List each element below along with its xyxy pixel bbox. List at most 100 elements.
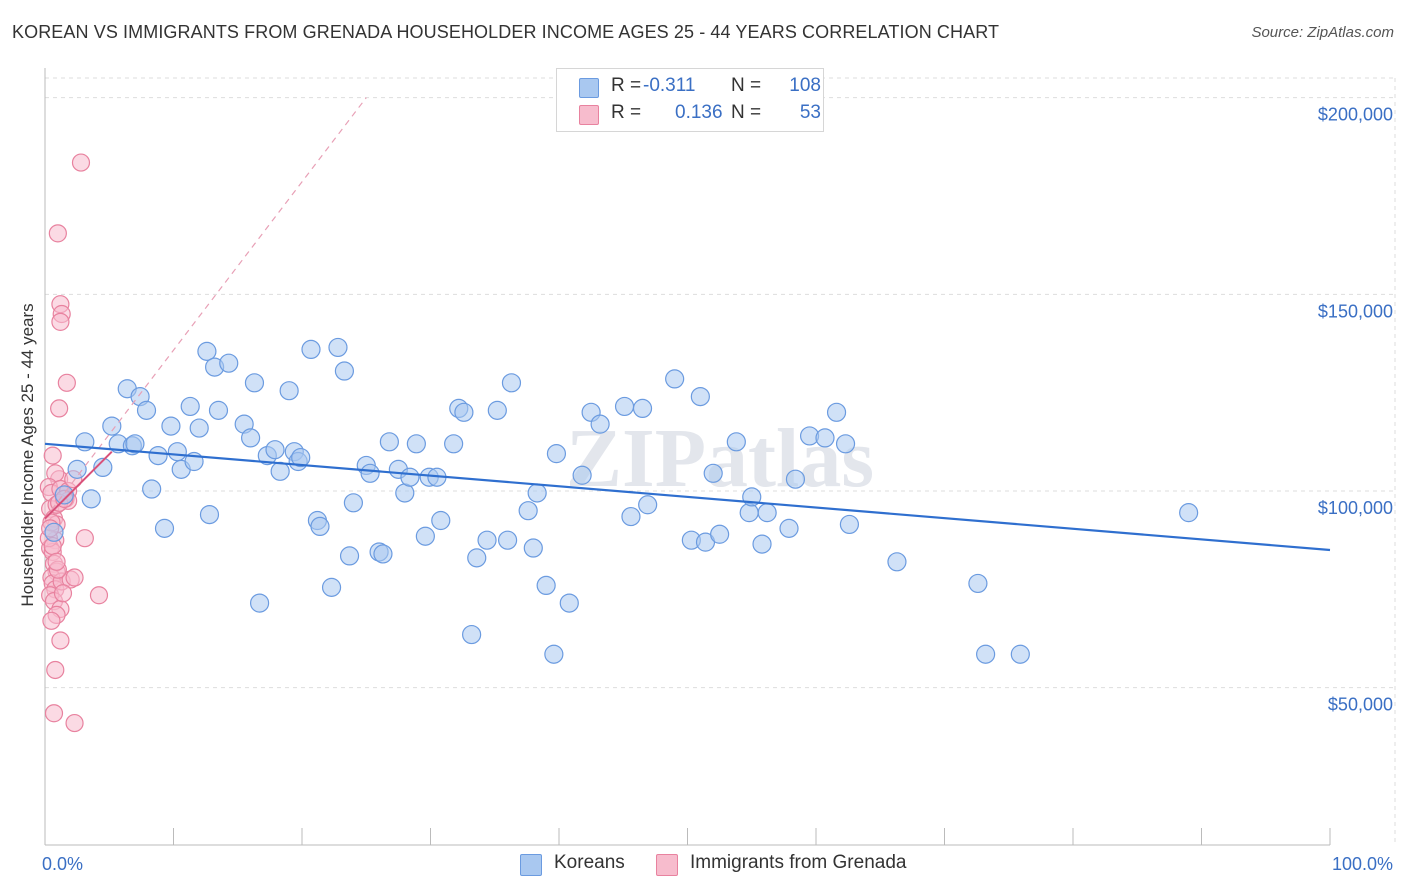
watermark: ZIPatlas <box>566 412 874 505</box>
koreans-legend-label: Koreans <box>554 852 625 873</box>
korean-point <box>498 530 518 550</box>
r-value: 0.136 <box>675 102 723 123</box>
grenada-points <box>39 153 109 733</box>
korean-point <box>621 506 641 527</box>
korean-point <box>968 573 988 594</box>
korean-point <box>779 518 799 538</box>
korean-point <box>544 644 564 664</box>
n-value: 53 <box>799 102 821 123</box>
korean-point <box>703 463 723 483</box>
korean-point <box>321 577 342 597</box>
grenada-point <box>53 584 73 603</box>
korean-point <box>241 428 261 448</box>
korean-point <box>197 341 217 361</box>
grenada-trend-extension <box>44 97 367 519</box>
grenada-point <box>50 399 69 418</box>
korean-point <box>334 361 355 381</box>
correlation-legend: R = -0.311 N = 108 R = 0.136 N = 53 <box>556 68 824 132</box>
korean-point <box>161 416 181 436</box>
korean-point <box>148 446 168 466</box>
koreans-legend-swatch <box>520 854 542 876</box>
grenada-legend-swatch <box>656 854 678 876</box>
korean-point <box>665 369 685 389</box>
korean-point <box>379 432 399 452</box>
korean-point <box>208 400 229 420</box>
grenada-point <box>71 153 91 172</box>
korean-point <box>590 414 610 434</box>
korean-point <box>136 400 157 420</box>
korean-point <box>142 479 162 499</box>
korean-point <box>279 381 299 401</box>
korean-point <box>270 461 290 481</box>
y-tick-label: $100,000 <box>1318 498 1393 518</box>
korean-point <box>501 373 522 393</box>
korean-point <box>343 493 363 513</box>
korean-point <box>373 544 393 564</box>
korean-point <box>614 396 635 417</box>
grenada-point <box>46 660 65 680</box>
korean-point <box>572 465 592 485</box>
x-tick-labels: 0.0% 100.0% <box>42 854 1393 874</box>
korean-point <box>167 442 187 462</box>
grenada-point <box>47 552 66 571</box>
korean-point <box>839 514 860 535</box>
korean-point <box>67 459 87 479</box>
korean-point <box>536 575 556 596</box>
korean-point <box>710 524 730 544</box>
korean-point <box>527 483 547 503</box>
x-tick-label: 100.0% <box>1332 854 1393 874</box>
korean-point <box>265 440 285 460</box>
korean-point <box>444 434 464 454</box>
korean-point <box>360 463 380 483</box>
korean-point <box>189 418 209 438</box>
n-label: N = <box>731 102 762 123</box>
y-tick-labels: $50,000 $100,000 $150,000 $200,000 <box>1318 105 1393 715</box>
grenada-point <box>89 586 109 605</box>
korean-point <box>487 400 507 420</box>
koreans-swatch <box>579 78 599 98</box>
grenada-point <box>51 312 70 331</box>
y-tick-label: $200,000 <box>1318 105 1393 125</box>
korean-point <box>477 530 497 550</box>
chart-title: KOREAN VS IMMIGRANTS FROM GRENADA HOUSEH… <box>12 22 1000 42</box>
trend-lines <box>44 97 1331 552</box>
korean-point <box>125 434 145 454</box>
y-tick-label: $150,000 <box>1318 301 1393 321</box>
korean-point <box>44 522 64 542</box>
korean-point <box>462 624 482 645</box>
grenada-point <box>43 446 62 465</box>
y-tick-label: $50,000 <box>1328 695 1393 715</box>
korean-point <box>1179 503 1199 523</box>
korean-point <box>518 501 538 521</box>
korean-point <box>154 518 175 538</box>
korean-point <box>757 503 777 523</box>
korean-point <box>887 552 907 572</box>
korean-point <box>406 434 426 454</box>
grenada-point <box>65 568 84 587</box>
korean-point <box>249 593 270 613</box>
korean-trend-line <box>44 442 1331 552</box>
korean-point <box>291 447 311 468</box>
korean-point <box>632 398 653 418</box>
grenada-point <box>42 611 61 630</box>
r-value: -0.311 <box>643 75 696 96</box>
korean-point <box>93 457 113 477</box>
korean-point <box>54 485 74 505</box>
korean-point <box>559 593 579 613</box>
korean-point <box>690 387 710 407</box>
korean-point <box>976 644 996 664</box>
korean-point <box>546 444 567 464</box>
source-credit: Source: ZipAtlas.com <box>1251 24 1394 41</box>
x-tick-label: 0.0% <box>42 854 83 874</box>
korean-point <box>431 510 451 531</box>
grenada-point <box>51 631 70 650</box>
korean-point <box>219 353 239 373</box>
korean-point <box>199 504 220 525</box>
korean-point <box>815 428 835 448</box>
y-axis-title: Householder Income Ages 25 - 44 years <box>18 303 37 606</box>
korean-point <box>339 546 360 566</box>
grenada-trend-line <box>44 450 113 520</box>
korean-point <box>102 416 122 436</box>
korean-point <box>81 489 101 509</box>
korean-point <box>400 467 420 487</box>
